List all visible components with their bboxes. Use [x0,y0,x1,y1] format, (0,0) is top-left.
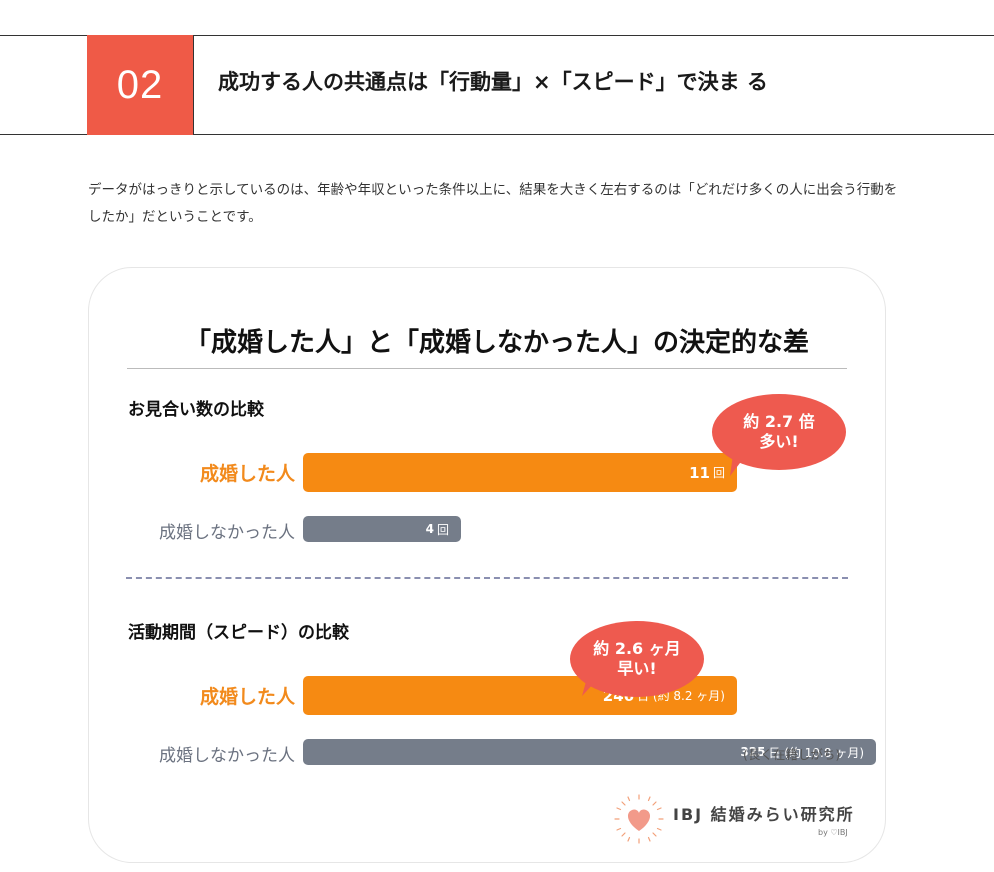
logo-byline: by ♡IBJ [818,828,848,837]
comparison-1-heading: お見合い数の比較 [128,400,264,420]
c2-fail-label: 成婚しなかった人 [159,746,295,766]
ibj-logo: IBJ 結婚みらい研究所 by ♡IBJ [613,793,855,844]
c2-success-label: 成婚した人 [199,686,295,708]
section-title: 成功する人の共通点は「行動量」×「スピード」で決ま る [218,70,768,94]
c1-success-unit: 回 [712,466,725,480]
intro-paragraph: データがはっきりと示しているのは、年齢や年収といった条件以上に、結果を大きく左右… [88,182,898,225]
c1-success-value: 11 [689,463,710,482]
bubble-2-line2: 早い! [617,659,657,678]
c2-fail-bar: 325 日 (約 10.8 ヶ月) [303,739,876,765]
title-underline [127,368,847,369]
bubble-2: 約 2.6 ヶ月 早い! [570,621,704,697]
bubble-1: 約 2.7 倍 多い! [712,394,846,470]
dashed-divider [126,577,848,579]
c1-success-label: 成婚した人 [199,463,295,485]
c2-fail-value: 325 [740,745,766,759]
logo-text: IBJ 結婚みらい研究所 [673,805,855,824]
c2-fail-unit: 日 (約 10.8 ヶ月) [768,745,864,760]
c1-fail-value: 4 [425,522,434,536]
comparison-2-heading: 活動期間（スピード）の比較 [128,623,349,643]
bubble-1-line2: 多い! [759,432,799,451]
bubble-2-line1: 約 2.6 ヶ月 [593,639,681,658]
section-number: 02 [87,35,194,135]
c1-fail-unit: 回 [436,522,449,537]
c2-fail-note: (長く在籍しがち) [743,747,841,762]
card-title: 「成婚した人」と「成婚しなかった人」の決定的な差 [184,328,809,358]
c1-success-bar: 11 回 [303,453,737,492]
section-header: 02 成功する人の共通点は「行動量」×「スピード」で決ま る [0,35,994,135]
c1-fail-bar: 4 回 [303,516,461,542]
heart-sun-icon [614,794,664,844]
c1-fail-label: 成婚しなかった人 [159,523,295,543]
bubble-1-line1: 約 2.7 倍 [743,412,815,431]
